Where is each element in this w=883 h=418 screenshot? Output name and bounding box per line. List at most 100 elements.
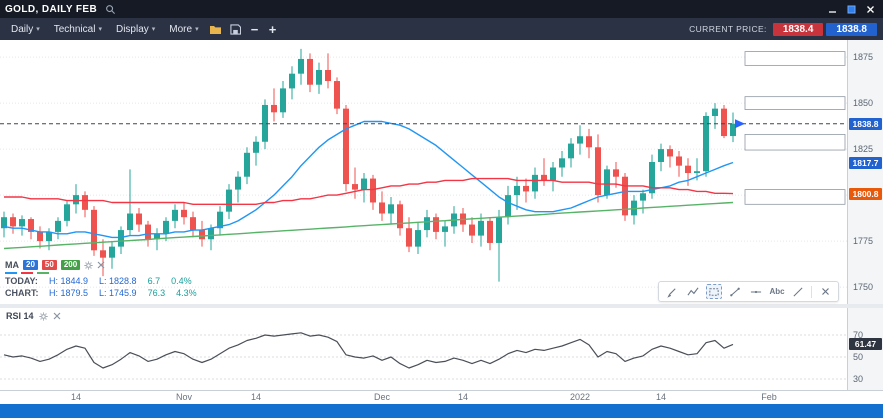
polyline-tool-button[interactable] xyxy=(685,284,701,299)
ray-tool-button[interactable] xyxy=(790,284,806,299)
open-folder-button[interactable] xyxy=(206,18,226,40)
menu-daily-label: Daily xyxy=(11,23,34,35)
date-label: 14 xyxy=(70,392,82,402)
main-chart-panel[interactable]: 1875185018251800177517501838.81817.71800… xyxy=(0,40,883,308)
ma-remove-button[interactable] xyxy=(97,261,105,269)
chevron-down-icon: ▾ xyxy=(98,26,102,33)
chart-low: L: 1745.9 xyxy=(99,288,137,298)
chevron-down-icon: ▾ xyxy=(151,26,156,33)
ma50-color-key xyxy=(21,272,33,274)
close-icon xyxy=(821,288,829,295)
rsi-settings-button[interactable] xyxy=(38,311,48,321)
chevron-down-icon: ▾ xyxy=(36,26,40,33)
ray-icon xyxy=(793,286,803,297)
date-label: Feb xyxy=(761,392,777,402)
rsi-level-tick: 50 xyxy=(853,352,864,362)
ma200-color-key xyxy=(37,272,49,274)
current-price-group: CURRENT PRICE: 1838.4 1838.8 xyxy=(689,22,879,36)
bottom-bar xyxy=(0,404,883,418)
ma200-chip[interactable]: 200 xyxy=(60,260,81,270)
rsi-level-tick: 30 xyxy=(853,374,864,384)
gear-icon xyxy=(84,260,93,270)
ma20-color-key xyxy=(5,272,17,274)
chevron-down-icon: ▾ xyxy=(195,26,199,33)
chart-high: H: 1879.5 xyxy=(49,288,89,298)
ma50-chip[interactable]: 50 xyxy=(41,260,57,270)
price-tick: 1850 xyxy=(853,98,874,109)
rsi-axis[interactable]: 70 50 30 61.47 xyxy=(847,308,883,390)
chart-change-pct: 4.3% xyxy=(176,288,197,298)
close-button[interactable] xyxy=(862,2,878,16)
rsi-legend: RSI 14 xyxy=(6,311,61,321)
chart-label: CHART: xyxy=(5,288,39,298)
today-low: L: 1828.8 xyxy=(99,276,137,286)
date-label: 14 xyxy=(457,392,469,402)
trendline-icon xyxy=(730,287,740,296)
minimize-button[interactable] xyxy=(824,2,840,16)
close-drawing-toolbar-button[interactable] xyxy=(817,284,833,299)
menu-technical[interactable]: Technical ▾ xyxy=(47,18,109,40)
trendline-tool-button[interactable] xyxy=(727,284,743,299)
candlestick-chart[interactable] xyxy=(0,40,847,304)
folder-icon xyxy=(210,25,222,34)
save-button[interactable] xyxy=(226,18,246,40)
menu-more[interactable]: More ▾ xyxy=(162,18,205,40)
date-label: Nov xyxy=(175,392,193,402)
date-axis[interactable]: 14 Nov 14 Dec 14 2022 14 Feb xyxy=(0,391,883,404)
menu-display[interactable]: Display ▾ xyxy=(109,18,162,40)
window-title: GOLD, DAILY FEB xyxy=(5,3,98,15)
rsi-chart[interactable] xyxy=(0,308,847,390)
price-badge: 1817.7 xyxy=(849,156,882,169)
current-price-label: CURRENT PRICE: xyxy=(689,24,767,34)
price-axis[interactable]: 1875185018251800177517501838.81817.71800… xyxy=(847,40,883,304)
date-label: 2022 xyxy=(569,392,591,402)
pencil-icon xyxy=(667,287,676,298)
dashed-rectangle-icon xyxy=(709,287,719,296)
rsi-panel[interactable]: 70 50 30 61.47 RSI 14 xyxy=(0,308,883,391)
horizontal-line-icon xyxy=(750,290,762,293)
ma20-chip[interactable]: 20 xyxy=(23,260,38,270)
date-label: Dec xyxy=(373,392,391,402)
price-tick: 1825 xyxy=(853,144,874,155)
price-badge: 1838.8 xyxy=(849,117,882,130)
price-tick: 1875 xyxy=(853,52,874,63)
menu-technical-label: Technical xyxy=(53,23,96,35)
toolbar: Daily ▾ Technical ▾ Display ▾ More ▾ − + CUR… xyxy=(0,18,883,40)
rsi-label: RSI 14 xyxy=(6,311,34,321)
text-tool-button[interactable]: Abc xyxy=(769,287,785,296)
price-badge: 1800.8 xyxy=(849,187,882,200)
zoom-out-button[interactable]: − xyxy=(250,21,259,37)
today-high: H: 1844.9 xyxy=(49,276,89,286)
ma-label: MA xyxy=(5,260,19,270)
rsi-level-tick: 70 xyxy=(853,330,864,340)
pencil-tool-button[interactable] xyxy=(664,284,680,299)
menu-display-label: Display xyxy=(115,23,149,35)
today-change-pct: 0.4% xyxy=(171,276,192,286)
rsi-value-badge: 61.47 xyxy=(849,338,882,351)
window-controls xyxy=(824,2,878,16)
date-label: 14 xyxy=(250,392,262,402)
menu-more-label: More xyxy=(169,23,193,35)
toolbar-divider xyxy=(811,285,812,298)
zoom-in-button[interactable]: + xyxy=(268,21,277,37)
bid-price-badge: 1838.4 xyxy=(772,22,824,36)
price-tick: 1775 xyxy=(853,236,874,247)
maximize-button[interactable] xyxy=(843,2,859,16)
close-icon xyxy=(53,312,60,320)
horizontal-line-tool-button[interactable] xyxy=(748,284,764,299)
price-tick: 1750 xyxy=(853,282,874,293)
search-icon[interactable] xyxy=(105,4,116,15)
ma-legend-row: MA 20 50 200 xyxy=(5,260,204,270)
today-change: 6.7 xyxy=(147,276,161,286)
save-icon xyxy=(230,23,242,35)
rectangle-tool-button[interactable] xyxy=(706,284,722,299)
chart-change: 76.3 xyxy=(147,288,166,298)
ma-settings-button[interactable] xyxy=(84,260,93,270)
menu-daily[interactable]: Daily ▾ xyxy=(4,18,47,40)
rsi-remove-button[interactable] xyxy=(53,312,61,320)
ask-price-badge: 1838.8 xyxy=(826,22,877,36)
chart-stats-row: CHART: H: 1879.5 L: 1745.9 76.3 4.3% xyxy=(5,288,204,298)
today-stats-row: TODAY: H: 1844.9 L: 1828.8 6.7 0.4% xyxy=(5,276,204,286)
polyline-icon xyxy=(687,287,699,296)
